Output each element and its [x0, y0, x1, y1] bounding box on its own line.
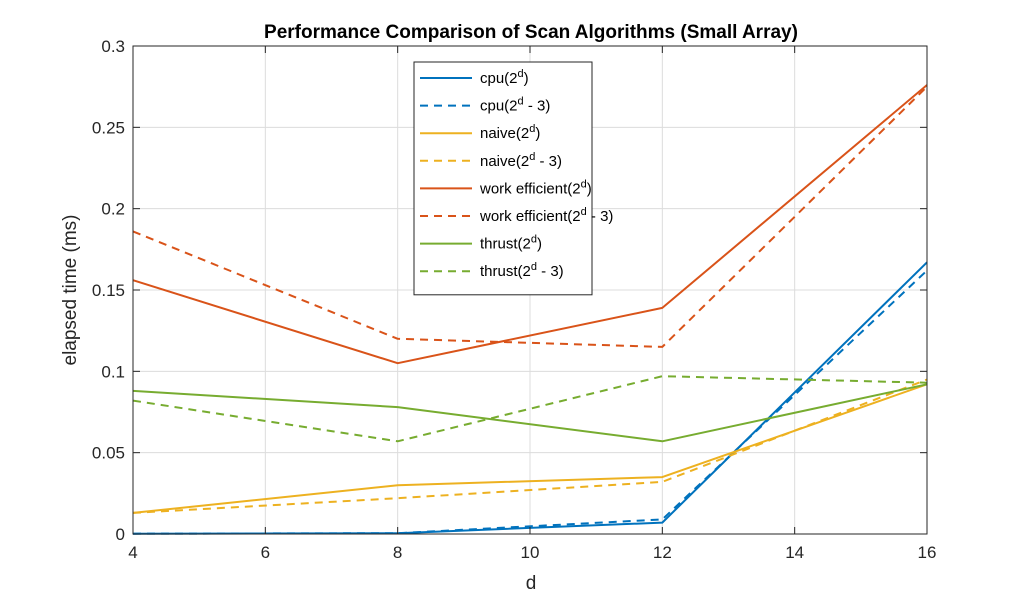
y-tick-label: 0.2	[101, 200, 125, 219]
y-tick-label: 0.25	[92, 118, 125, 137]
y-tick-label: 0.1	[101, 362, 125, 381]
x-tick-label: 12	[653, 543, 672, 562]
y-tick-label: 0.05	[92, 444, 125, 463]
x-axis-title: d	[526, 573, 537, 594]
x-tick-label: 6	[261, 543, 270, 562]
y-tick-label: 0	[116, 525, 125, 544]
x-tick-label: 4	[128, 543, 137, 562]
legend-entry: thrust(2d)	[480, 234, 542, 253]
legend-entry: thrust(2d - 3)	[480, 261, 564, 280]
legend-entry: naive(2d)	[480, 123, 540, 142]
x-tick-label: 8	[393, 543, 402, 562]
series-line-5	[132, 85, 928, 348]
chart-title: Performance Comparison of Scan Algorithm…	[264, 22, 798, 43]
legend-entry: work efficient(2d)	[479, 178, 592, 197]
y-axis-title: elapsed time (ms)	[60, 215, 81, 366]
y-tick-label: 0.3	[101, 37, 125, 56]
series-line-7	[132, 375, 928, 443]
legend-entry: work efficient(2d - 3)	[479, 206, 613, 225]
legend-entry: cpu(2d - 3)	[480, 96, 550, 115]
series-line-4	[132, 84, 928, 365]
x-tick-label: 16	[918, 543, 937, 562]
legend-entry: naive(2d - 3)	[480, 151, 562, 170]
series-line-6	[132, 383, 928, 443]
legend-entry: cpu(2d)	[480, 68, 529, 87]
x-tick-label: 10	[521, 543, 540, 562]
x-tick-label: 14	[785, 543, 804, 562]
series-lines	[132, 84, 928, 535]
series-line-3	[132, 378, 928, 514]
legend: cpu(2d) cpu(2d - 3) naive(2d) naive(2d - 3)…	[413, 61, 613, 296]
axes: 4 6 8 10 12 14 16 0 0.05 0.1 0.15 0.2 0.25 0.3	[92, 37, 937, 562]
y-tick-label: 0.15	[92, 281, 125, 300]
legend-box	[413, 61, 593, 296]
